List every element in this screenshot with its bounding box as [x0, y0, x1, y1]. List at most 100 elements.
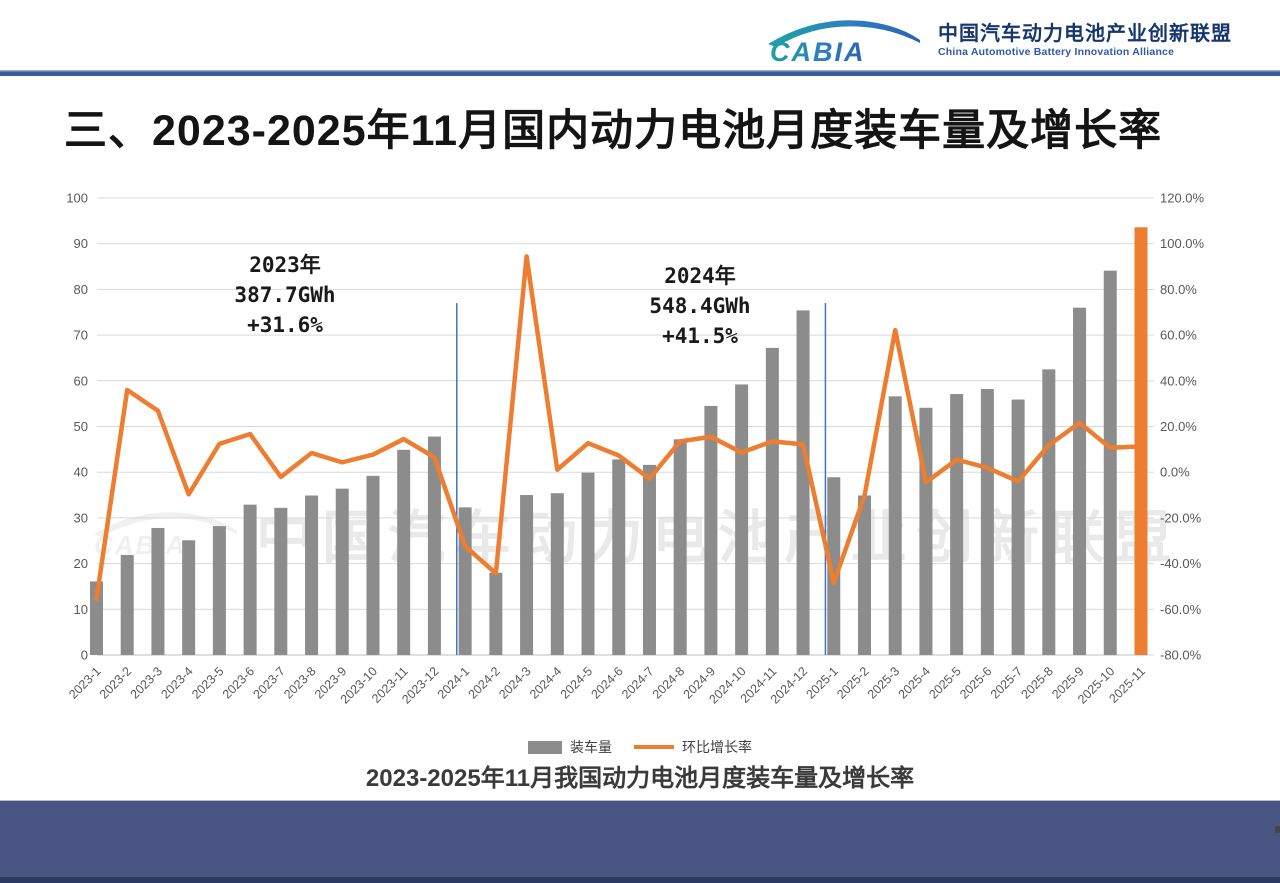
- svg-text:2023-3: 2023-3: [128, 664, 165, 701]
- annotation-2023年: 2023年 387.7GWh +31.6%: [234, 253, 335, 337]
- bar: [765, 347, 779, 655]
- svg-text:30: 30: [74, 510, 88, 525]
- svg-text:70: 70: [74, 328, 88, 343]
- cabia-logo: CABIA: [764, 14, 924, 67]
- bar: [858, 495, 871, 655]
- svg-text:50: 50: [74, 419, 88, 434]
- bar: [182, 540, 196, 655]
- bar: [796, 310, 810, 655]
- legend-bar-swatch: [528, 740, 562, 754]
- bar: [827, 477, 841, 655]
- svg-text:-40.0%: -40.0%: [1160, 556, 1202, 571]
- svg-text:2025-5: 2025-5: [926, 664, 963, 701]
- legend-line-label: 环比增长率: [682, 739, 752, 755]
- svg-text:2023-1: 2023-1: [66, 664, 103, 701]
- svg-text:2023-2: 2023-2: [97, 664, 134, 701]
- svg-text:90: 90: [74, 236, 88, 251]
- bar: [335, 488, 349, 655]
- left-axis-labels: 0 10 20 30 40 50 60 70 80 90 100: [66, 191, 88, 663]
- bar: [673, 439, 687, 655]
- footer-band: [0, 800, 1280, 878]
- svg-text:2025-7: 2025-7: [988, 664, 1025, 701]
- svg-text:-20.0%: -20.0%: [1160, 510, 1202, 525]
- svg-text:40: 40: [74, 465, 88, 480]
- svg-text:2024-3: 2024-3: [496, 664, 533, 701]
- header-divider: [0, 70, 1280, 76]
- svg-text:2024-7: 2024-7: [619, 664, 656, 701]
- right-axis-labels: -80.0% -60.0% -40.0% -20.0% 0.0% 20.0% 40.0% 60…: [1148, 191, 1205, 663]
- bar: [427, 436, 441, 655]
- chart-svg: 0 10 20 30 40 50 60 70 80 90 100 -80.0% -60.0% -40.0%…: [66, 191, 1205, 707]
- annotation-2024年: 2024年 548.4GWh +41.5%: [649, 264, 750, 348]
- svg-text:548.4GWh: 548.4GWh: [649, 294, 750, 318]
- bar: [120, 554, 134, 655]
- svg-text:-60.0%: -60.0%: [1160, 602, 1202, 617]
- bar-series: [90, 227, 1148, 656]
- svg-text:2024-1: 2024-1: [435, 664, 472, 701]
- bar: [243, 504, 257, 655]
- car-swoosh-icon: CABIA: [768, 20, 920, 67]
- svg-text:2023-6: 2023-6: [220, 664, 257, 701]
- svg-text:+41.5%: +41.5%: [662, 324, 738, 348]
- svg-text:2024年: 2024年: [664, 264, 736, 288]
- svg-text:2025-2: 2025-2: [834, 664, 871, 701]
- combo-chart: CABIA 中国汽车动力电池产业创新联盟 0 10 20 30 40 50 60 70 80 90…: [0, 180, 1280, 740]
- org-name-en: China Automotive Battery Innovation Alli…: [938, 45, 1175, 58]
- svg-text:60.0%: 60.0%: [1160, 328, 1197, 343]
- svg-text:20: 20: [74, 556, 88, 571]
- bar: [274, 507, 288, 655]
- bar: [397, 449, 411, 655]
- x-axis-labels: 2023-12023-22023-32023-42023-52023-62023…: [66, 664, 1148, 706]
- svg-text:2024-2: 2024-2: [466, 664, 503, 701]
- bar: [1011, 399, 1025, 655]
- svg-text:20.0%: 20.0%: [1160, 419, 1197, 434]
- bar: [950, 394, 964, 655]
- svg-text:2025-3: 2025-3: [865, 664, 902, 701]
- footer-bottom-strip: [0, 877, 1280, 883]
- svg-text:10: 10: [74, 602, 88, 617]
- svg-text:+31.6%: +31.6%: [247, 313, 323, 337]
- svg-text:120.0%: 120.0%: [1160, 191, 1205, 206]
- bar: [888, 396, 902, 655]
- svg-text:2025-8: 2025-8: [1019, 664, 1056, 701]
- bar: [919, 407, 933, 655]
- svg-text:2025-6: 2025-6: [957, 664, 994, 701]
- bar: [1042, 369, 1056, 655]
- svg-text:2024-8: 2024-8: [650, 664, 687, 701]
- svg-text:2024-4: 2024-4: [527, 664, 564, 701]
- svg-text:2024-5: 2024-5: [558, 664, 595, 701]
- svg-text:2023-4: 2023-4: [158, 664, 195, 701]
- svg-text:2023年: 2023年: [249, 253, 321, 277]
- bar: [1103, 270, 1117, 655]
- svg-text:40.0%: 40.0%: [1160, 373, 1197, 388]
- svg-text:0.0%: 0.0%: [1160, 465, 1190, 480]
- svg-text:80.0%: 80.0%: [1160, 282, 1197, 297]
- svg-text:387.7GWh: 387.7GWh: [234, 283, 335, 307]
- svg-text:2023-8: 2023-8: [281, 664, 318, 701]
- bar: [735, 384, 749, 655]
- bar: [90, 581, 103, 655]
- svg-text:2025-1: 2025-1: [803, 664, 840, 701]
- bar: [366, 475, 380, 655]
- chart-legend: 装车量 环比增长率: [0, 737, 1280, 757]
- legend-bar-label: 装车量: [570, 739, 612, 755]
- bar: [520, 495, 534, 655]
- svg-text:0: 0: [81, 648, 88, 663]
- bar: [581, 472, 595, 655]
- bar: [1134, 227, 1148, 656]
- svg-text:100: 100: [66, 191, 88, 206]
- bar: [612, 459, 626, 655]
- bar: [151, 527, 165, 655]
- bar: [704, 405, 718, 655]
- cabia-logo-text: CABIA: [770, 37, 866, 66]
- year-separators: [456, 303, 827, 655]
- legend-line-swatch: [634, 745, 674, 749]
- bar: [550, 493, 564, 655]
- chart-caption: 2023-2025年11月我国动力电池月度装车量及增长率: [365, 765, 915, 792]
- bar: [458, 507, 472, 655]
- edge-mark: [1275, 826, 1280, 833]
- bar: [212, 526, 226, 655]
- bar: [980, 389, 994, 655]
- org-name-cn: 中国汽车动力电池产业创新联盟: [938, 22, 1232, 45]
